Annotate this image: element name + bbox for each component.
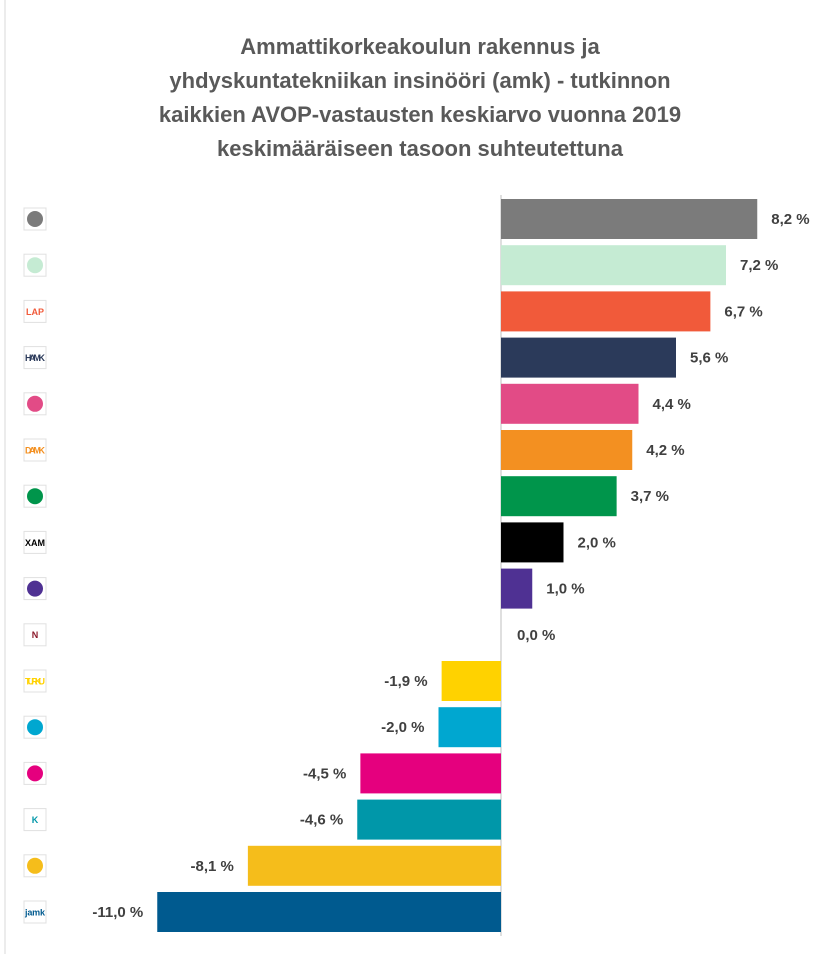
logo-icon: [27, 257, 43, 274]
logo-icon: [27, 395, 43, 412]
bar: [157, 892, 501, 932]
value-label: -1,9 %: [384, 673, 427, 690]
bar: [501, 245, 726, 286]
logo-box: [23, 530, 47, 554]
value-label: 5,6 %: [690, 350, 728, 367]
value-label: -2,0 %: [381, 719, 424, 736]
value-label: 4,2 %: [646, 442, 684, 459]
value-label: 3,7 %: [631, 488, 669, 505]
bar: [247, 845, 501, 886]
bar: [360, 753, 501, 794]
bar: [501, 476, 617, 517]
chart-title: yhdyskuntatekniikan insinööri (amk) - tu…: [169, 68, 670, 93]
logo-box: [23, 299, 47, 323]
logo-text: TURKU: [25, 676, 45, 686]
logo-text: N: [32, 630, 39, 640]
value-label: -8,1 %: [191, 858, 234, 875]
logo-box: [23, 808, 47, 832]
value-label: 7,2 %: [740, 257, 778, 274]
logo-box: [23, 623, 47, 647]
logo-icon: [27, 211, 43, 227]
logo-text: DAMK: [25, 445, 46, 455]
bar: [501, 199, 758, 239]
logo-icon: [27, 857, 43, 874]
bar: [501, 383, 639, 424]
value-label: 8,2 %: [771, 211, 809, 228]
chart-title: keskimääräiseen tasoon suhteutettuna: [217, 136, 624, 161]
logo-text: LAP: [26, 307, 44, 317]
logo-text: XAM: [25, 538, 45, 548]
chart-title: Ammattikorkeakoulun rakennus ja: [240, 34, 600, 59]
bar: [501, 430, 633, 470]
bar: [501, 291, 711, 332]
value-label: 4,4 %: [653, 396, 691, 413]
logo-box: [23, 900, 47, 924]
bar: [501, 568, 533, 609]
bar: [357, 799, 501, 840]
logo-text: HAMK: [25, 353, 46, 363]
chart-title: kaikkien AVOP-vastausten keskiarvo vuonn…: [159, 102, 681, 127]
logo-icon: [27, 488, 43, 505]
bar: [501, 337, 676, 378]
value-label: -4,5 %: [303, 765, 346, 782]
logo-box: [23, 669, 47, 693]
bar: [501, 522, 564, 563]
logo-icon: [27, 719, 43, 736]
logo-text: jamk: [24, 907, 46, 917]
bar: [441, 661, 501, 701]
logo-text: K: [32, 815, 39, 825]
value-label: -4,6 %: [300, 812, 343, 829]
value-label: 0,0 %: [517, 627, 555, 644]
value-label: 6,7 %: [724, 303, 762, 320]
logo-box: [23, 346, 47, 370]
bar: [438, 707, 501, 748]
logo-box: [23, 438, 47, 462]
logo-icon: [27, 765, 43, 782]
value-label: -11,0 %: [92, 904, 143, 921]
value-label: 2,0 %: [578, 534, 616, 551]
value-label: 1,0 %: [546, 581, 584, 598]
logo-icon: [27, 580, 43, 597]
